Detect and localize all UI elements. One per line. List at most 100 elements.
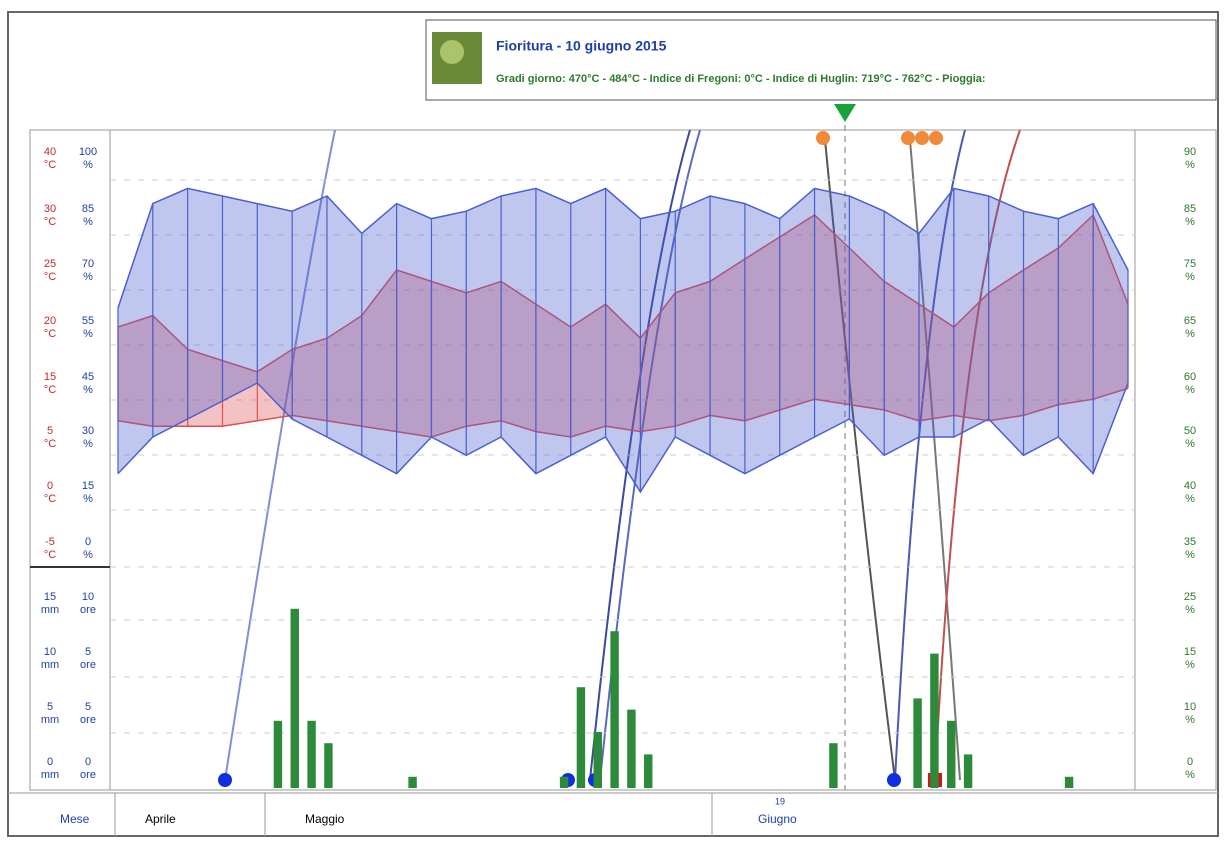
right-tick-label: 15 (1184, 646, 1196, 658)
y-tick-unit: mm (41, 714, 59, 726)
y-tick-label: 85 (82, 203, 94, 215)
y-tick-label: 15 (82, 480, 94, 492)
y-tick-unit: % (83, 549, 93, 561)
date-marker (834, 104, 856, 122)
y-tick-unit: ore (80, 714, 96, 726)
y-tick-unit: % (83, 328, 93, 340)
thumbnail-detail (440, 40, 464, 64)
rain-bar (408, 776, 417, 788)
y-tick-unit: % (83, 271, 93, 283)
y-tick-label: 0 (85, 756, 91, 768)
y-tick-label: 70 (82, 258, 94, 270)
rain-bar (947, 720, 956, 788)
month-name: Maggio (305, 812, 345, 826)
y-tick-unit: °C (44, 328, 56, 340)
y-tick-label: 5 (85, 646, 91, 658)
band-min (117, 382, 1129, 494)
y-tick-label: 55 (82, 315, 94, 327)
right-tick-unit: % (1185, 438, 1195, 450)
y-tick-label: -5 (45, 536, 55, 548)
phenology-curves (224, 129, 1021, 781)
y-tick-unit: % (83, 438, 93, 450)
y-tick-label: 45 (82, 371, 94, 383)
y-tick-unit: mm (41, 769, 59, 781)
y-tick-unit: % (83, 159, 93, 171)
rain-bar (324, 743, 333, 788)
rain-bar (273, 720, 283, 788)
month-label: Mese (60, 812, 90, 826)
rain-bar (829, 743, 838, 788)
band-min (117, 387, 1129, 438)
rain-bar (963, 754, 973, 788)
y-tick-unit: °C (44, 271, 56, 283)
rain-bar (930, 653, 939, 788)
right-tick-label: 85 (1184, 203, 1196, 215)
band-max (117, 213, 1129, 373)
right-tick-label: 40 (1184, 480, 1196, 492)
y-tick-unit: % (83, 493, 93, 505)
band-max (117, 187, 1129, 309)
right-tick-unit: % (1185, 384, 1195, 396)
y-tick-unit: °C (44, 384, 56, 396)
y-tick-unit: °C (44, 549, 56, 561)
plot-frame (29, 129, 1217, 791)
y-tick-label: 5 (47, 425, 53, 437)
right-tick-unit: % (1185, 271, 1195, 283)
right-tick-unit: % (1185, 549, 1195, 561)
rain-bar (610, 631, 619, 788)
right-tick-label: 60 (1184, 371, 1196, 383)
right-tick-label: 65 (1184, 315, 1196, 327)
right-tick-unit: % (1185, 216, 1195, 228)
y-tick-unit: °C (44, 438, 56, 450)
month-name: Aprile (145, 812, 176, 826)
right-tick-unit: % (1185, 714, 1195, 726)
right-tick-label: 0 (1187, 756, 1193, 768)
rain-bar (593, 732, 602, 788)
right-tick-label: 10 (1184, 701, 1196, 713)
y-tick-unit: °C (44, 159, 56, 171)
header-title: Fioritura - 10 giugno 2015 (496, 38, 667, 54)
rain-bar (913, 698, 922, 788)
rain-bar (1064, 776, 1074, 788)
rain-bar (644, 754, 653, 788)
y-tick-label: 100 (79, 146, 97, 158)
y-tick-label: 15 (44, 591, 56, 603)
y-tick-unit: ore (80, 659, 96, 671)
rain-bar (290, 608, 299, 788)
y-tick-label: 30 (44, 203, 56, 215)
y-tick-label: 10 (44, 646, 56, 658)
right-tick-label: 50 (1184, 425, 1196, 437)
right-tick-label: 25 (1184, 591, 1196, 603)
band-area (118, 188, 1128, 492)
rain-bar (307, 720, 316, 788)
y-tick-label: 0 (47, 480, 53, 492)
right-tick-unit: % (1185, 493, 1195, 505)
y-tick-unit: ore (80, 769, 96, 781)
y-tick-label: 10 (82, 591, 94, 603)
y-tick-label: 30 (82, 425, 94, 437)
right-tick-label: 75 (1184, 258, 1196, 270)
y-tick-unit: ore (80, 604, 96, 616)
y-tick-label: 15 (44, 371, 56, 383)
right-tick-label: 35 (1184, 536, 1196, 548)
right-tick-unit: % (1185, 659, 1195, 671)
y-tick-label: 5 (85, 701, 91, 713)
header-subtitle: Gradi giorno: 470°C - 484°C - Indice di … (496, 73, 986, 85)
right-tick-unit: % (1185, 328, 1195, 340)
y-tick-unit: mm (41, 659, 59, 671)
y-tick-label: 0 (47, 756, 53, 768)
y-tick-label: 25 (44, 258, 56, 270)
y-tick-unit: % (83, 384, 93, 396)
right-tick-unit: % (1185, 769, 1195, 781)
rain-bar (627, 709, 636, 788)
band-area (118, 215, 1128, 437)
rain-bar (559, 776, 569, 788)
y-tick-label: 40 (44, 146, 56, 158)
y-tick-label: 0 (85, 536, 91, 548)
y-tick-label: 20 (44, 315, 56, 327)
right-tick-label: 90 (1184, 146, 1196, 158)
y-tick-unit: °C (44, 493, 56, 505)
header-box (425, 19, 1217, 101)
